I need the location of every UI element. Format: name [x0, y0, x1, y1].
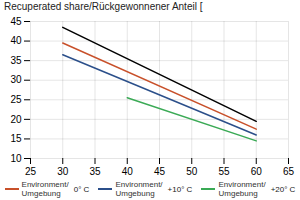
- svg-text:25: 25: [10, 94, 22, 105]
- svg-text:60: 60: [251, 166, 263, 177]
- svg-text:55: 55: [218, 166, 230, 177]
- svg-text:40: 40: [10, 35, 22, 46]
- html-text:Umgebung: Umgebung: [115, 189, 155, 198]
- svg-text:45: 45: [154, 166, 166, 177]
- html-text:Umgebung: Umgebung: [21, 189, 61, 198]
- html-text:Environment/: Environment/: [218, 180, 266, 189]
- svg-text:50: 50: [186, 166, 198, 177]
- svg-text:25: 25: [25, 166, 37, 177]
- html-text:Recuperated share/Rückgewonnen: Recuperated share/Rückgewonnener Anteil …: [4, 1, 203, 12]
- svg-text:35: 35: [89, 166, 101, 177]
- svg-text:20: 20: [10, 114, 22, 125]
- html-text:+20° C: +20° C: [270, 184, 296, 194]
- html-text:0° C: 0° C: [73, 184, 90, 194]
- svg-text:35: 35: [10, 55, 22, 66]
- svg-text:15: 15: [10, 133, 22, 144]
- svg-text:30: 30: [10, 74, 22, 85]
- html-text:Umgebung: Umgebung: [218, 189, 258, 198]
- svg-text:40: 40: [122, 166, 134, 177]
- svg-text:30: 30: [57, 166, 69, 177]
- html-text:Environment/: Environment/: [21, 180, 69, 189]
- svg-text:10: 10: [10, 153, 22, 164]
- svg-text:65: 65: [283, 166, 295, 177]
- svg-text:45: 45: [10, 16, 22, 27]
- html-text:Environment/: Environment/: [115, 180, 163, 189]
- html-text:+10° C: +10° C: [167, 184, 193, 194]
